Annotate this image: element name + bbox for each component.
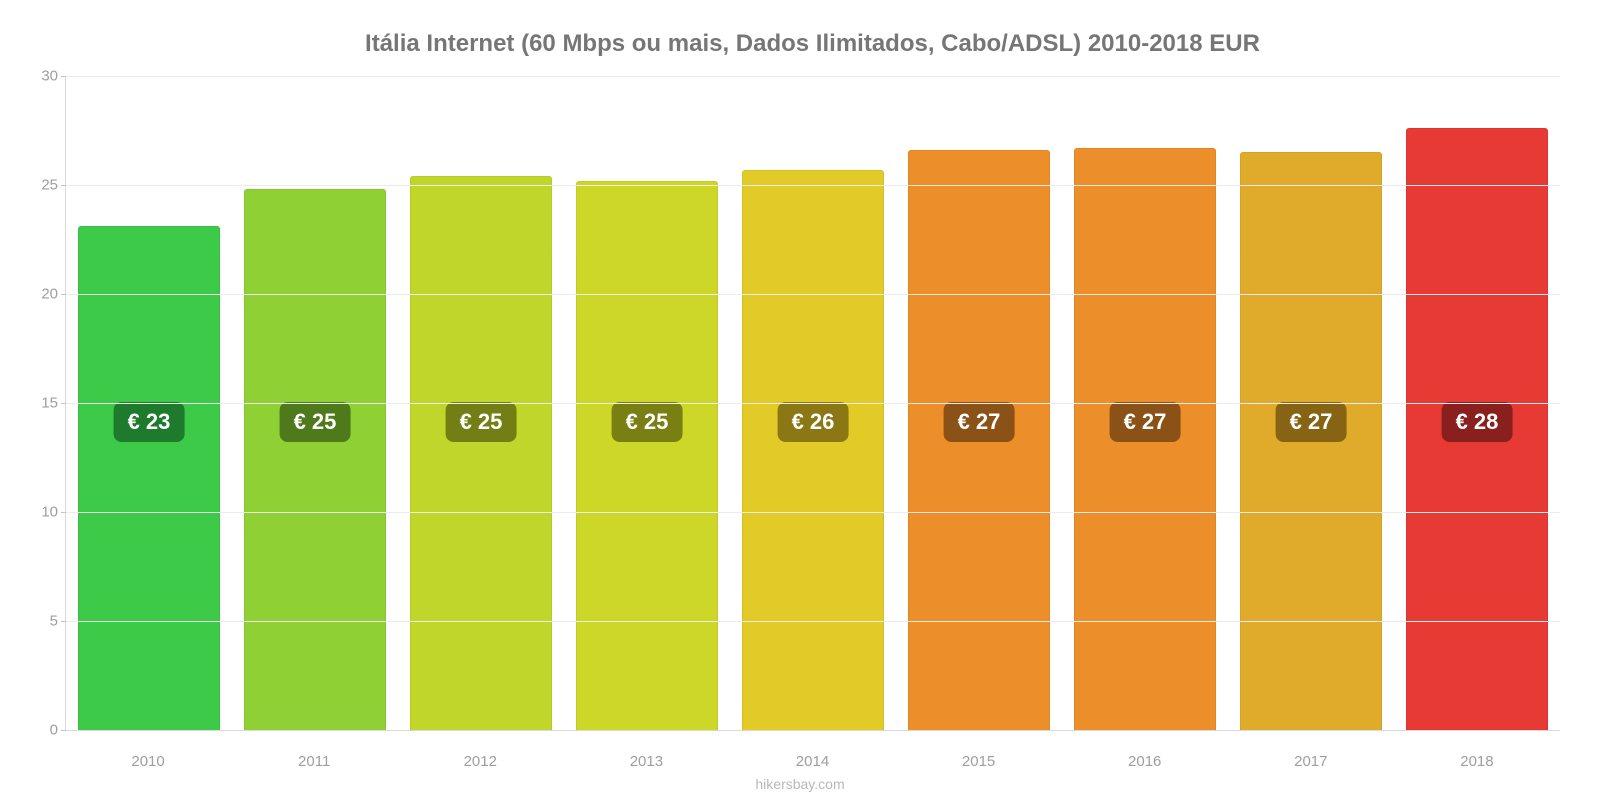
bar: € 27	[1240, 152, 1383, 730]
value-badge: € 28	[1442, 402, 1513, 442]
bar-chart: Itália Internet (60 Mbps ou mais, Dados …	[0, 0, 1600, 800]
y-tickmark	[61, 512, 66, 513]
y-tickmark	[61, 76, 66, 77]
x-tick-label: 2012	[397, 753, 563, 770]
y-tickmark	[61, 730, 66, 731]
bar: € 25	[576, 181, 719, 730]
gridline	[66, 185, 1560, 186]
y-tick-label: 15	[26, 395, 58, 412]
x-tick-label: 2015	[896, 753, 1062, 770]
plot-area: € 23€ 25€ 25€ 25€ 26€ 27€ 27€ 27€ 28 051…	[65, 76, 1560, 731]
chart-title: Itália Internet (60 Mbps ou mais, Dados …	[65, 30, 1560, 58]
x-tick-label: 2013	[563, 753, 729, 770]
bar: € 25	[244, 189, 387, 730]
value-badge: € 25	[446, 402, 517, 442]
gridline	[66, 403, 1560, 404]
y-tick-label: 0	[26, 722, 58, 739]
value-badge: € 23	[114, 402, 185, 442]
bar: € 28	[1406, 128, 1549, 730]
x-tick-label: 2016	[1062, 753, 1228, 770]
x-tick-label: 2018	[1394, 753, 1560, 770]
gridline	[66, 512, 1560, 513]
value-badge: € 27	[1276, 402, 1347, 442]
x-tick-label: 2011	[231, 753, 397, 770]
x-axis-labels: 201020112012201320142015201620172018	[65, 753, 1560, 770]
gridline	[66, 621, 1560, 622]
y-tickmark	[61, 621, 66, 622]
y-tick-label: 20	[26, 286, 58, 303]
y-tick-label: 25	[26, 177, 58, 194]
y-tick-label: 5	[26, 613, 58, 630]
bar: € 26	[742, 170, 885, 730]
y-tick-label: 30	[26, 68, 58, 85]
x-tick-label: 2017	[1228, 753, 1394, 770]
value-badge: € 25	[612, 402, 683, 442]
y-tickmark	[61, 294, 66, 295]
credit-text: hikersbay.com	[0, 776, 1600, 792]
gridline	[66, 294, 1560, 295]
y-tickmark	[61, 185, 66, 186]
x-tick-label: 2014	[729, 753, 895, 770]
bar: € 25	[410, 176, 553, 730]
y-tickmark	[61, 403, 66, 404]
bar: € 27	[908, 150, 1051, 730]
value-badge: € 25	[280, 402, 351, 442]
value-badge: € 26	[778, 402, 849, 442]
value-badge: € 27	[1110, 402, 1181, 442]
gridline	[66, 76, 1560, 77]
x-tick-label: 2010	[65, 753, 231, 770]
y-tick-label: 10	[26, 504, 58, 521]
bar: € 27	[1074, 148, 1217, 730]
bar: € 23	[78, 226, 221, 730]
value-badge: € 27	[944, 402, 1015, 442]
